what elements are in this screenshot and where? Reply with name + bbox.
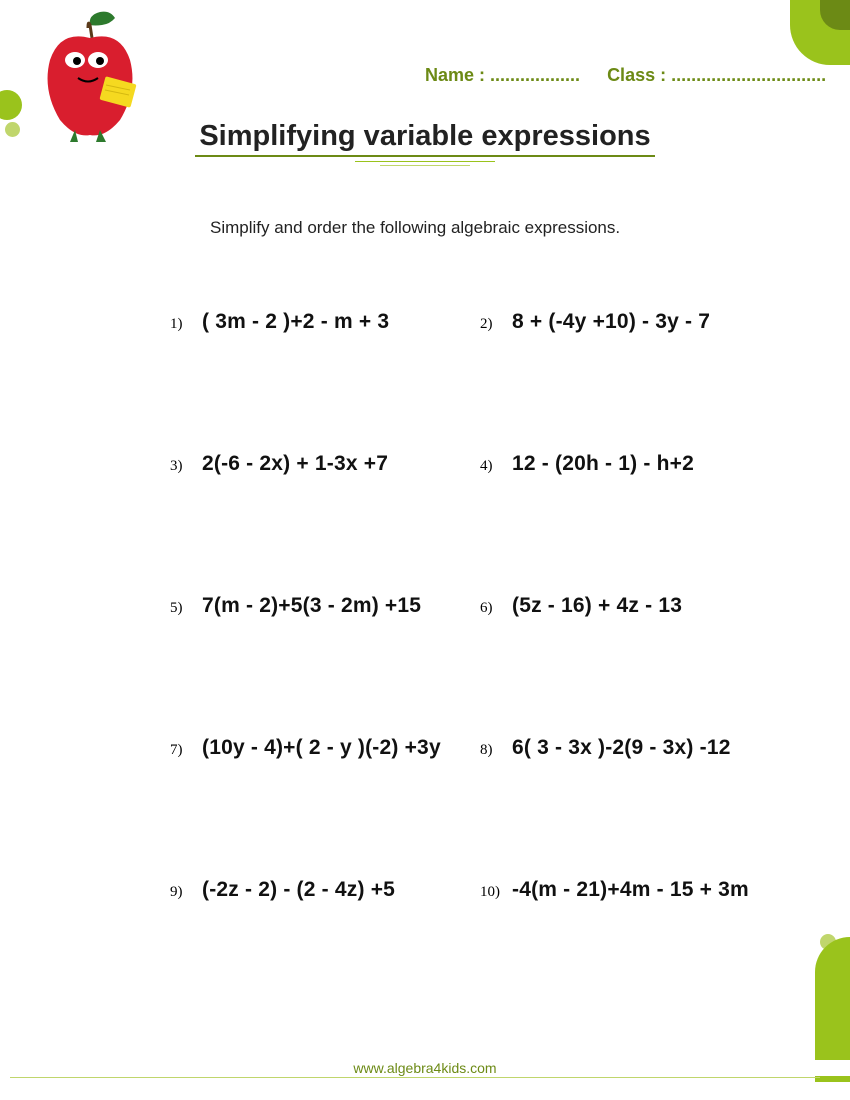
- problem-expression: 8 + (-4y +10) - 3y - 7: [512, 310, 710, 334]
- problem-item: 5) 7(m - 2)+5(3 - 2m) +15: [170, 594, 480, 618]
- corner-decoration-top-right: [790, 0, 850, 65]
- problem-number: 5): [170, 600, 202, 617]
- instruction-text: Simplify and order the following algebra…: [210, 218, 620, 238]
- footer-url: www.algebra4kids.com: [0, 1060, 850, 1076]
- problem-number: 4): [480, 458, 512, 475]
- problem-number: 2): [480, 316, 512, 333]
- problem-expression: (-2z - 2) - (2 - 4z) +5: [202, 878, 395, 902]
- problem-number: 8): [480, 742, 512, 759]
- problem-expression: 2(-6 - 2x) + 1-3x +7: [202, 452, 388, 476]
- problem-item: 8) 6( 3 - 3x )-2(9 - 3x) -12: [480, 736, 790, 760]
- corner-decoration-circle: [0, 90, 22, 120]
- problem-item: 3) 2(-6 - 2x) + 1-3x +7: [170, 452, 480, 476]
- problem-expression: 12 - (20h - 1) - h+2: [512, 452, 694, 476]
- problem-number: 10): [480, 884, 512, 901]
- problem-expression: -4(m - 21)+4m - 15 + 3m: [512, 878, 749, 902]
- title-underline: [380, 165, 470, 166]
- problem-item: 1) ( 3m - 2 )+2 - m + 3: [170, 310, 480, 334]
- problem-expression: (5z - 16) + 4z - 13: [512, 594, 682, 618]
- footer-divider: [10, 1077, 820, 1078]
- problem-expression: (10y - 4)+( 2 - y )(-2) +3y: [202, 736, 441, 760]
- problems-grid: 1) ( 3m - 2 )+2 - m + 3 2) 8 + (-4y +10)…: [170, 310, 810, 1020]
- problem-number: 9): [170, 884, 202, 901]
- title-underline: [355, 161, 495, 162]
- problem-number: 7): [170, 742, 202, 759]
- problem-item: 6) (5z - 16) + 4z - 13: [480, 594, 790, 618]
- name-field-label: Name : ..................: [425, 65, 580, 85]
- problem-number: 3): [170, 458, 202, 475]
- title-block: Simplifying variable expressions: [0, 120, 850, 166]
- problem-number: 6): [480, 600, 512, 617]
- problem-item: 4) 12 - (20h - 1) - h+2: [480, 452, 790, 476]
- worksheet-title: Simplifying variable expressions: [195, 120, 654, 157]
- problem-expression: 6( 3 - 3x )-2(9 - 3x) -12: [512, 736, 731, 760]
- problem-item: 7) (10y - 4)+( 2 - y )(-2) +3y: [170, 736, 480, 760]
- problem-expression: 7(m - 2)+5(3 - 2m) +15: [202, 594, 421, 618]
- class-field-label: Class : ...............................: [607, 65, 826, 85]
- problem-item: 9) (-2z - 2) - (2 - 4z) +5: [170, 878, 480, 902]
- problem-item: 2) 8 + (-4y +10) - 3y - 7: [480, 310, 790, 334]
- problem-item: 10) -4(m - 21)+4m - 15 + 3m: [480, 878, 790, 902]
- problem-expression: ( 3m - 2 )+2 - m + 3: [202, 310, 389, 334]
- problem-number: 1): [170, 316, 202, 333]
- header-fields: Name : .................. Class : ......…: [425, 65, 848, 86]
